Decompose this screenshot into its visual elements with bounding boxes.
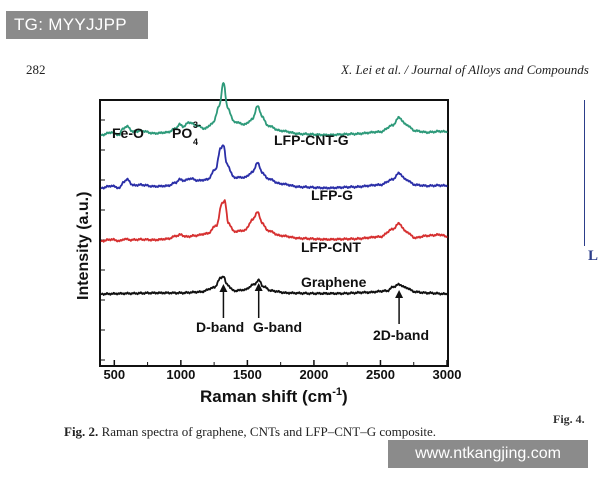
side-figure-label: Fig. 4. — [553, 412, 585, 426]
x-tick-label: 2000 — [299, 367, 328, 382]
series-line-lfp-cnt-g — [100, 82, 448, 137]
x-tick-label: 1500 — [233, 367, 262, 382]
y-axis-label: Intensity (a.u.) — [75, 192, 92, 300]
series-label-graphene: Graphene — [301, 274, 367, 290]
series-label-lfp-g: LFP-G — [311, 187, 353, 203]
annotation-d-band: D-band — [196, 319, 244, 335]
annotation-po4-sup: 3- — [193, 120, 201, 130]
page-number: 282 — [26, 62, 46, 77]
annotation-fe-o: Fe-O — [112, 125, 144, 141]
watermark-bottom: www.ntkangjing.com — [388, 440, 588, 468]
plot-frame — [99, 99, 449, 367]
watermark-top: TG: MYYJJPP — [6, 11, 148, 39]
running-head: X. Lei et al. / Journal of Alloys and Co… — [341, 62, 589, 77]
x-tick-label: 1000 — [166, 367, 195, 382]
annotation-g-band: G-band — [253, 319, 302, 335]
annotation-2d-band: 2D-band — [373, 327, 429, 343]
x-tick-label: 3000 — [433, 367, 462, 382]
figure-caption: Fig. 2. Raman spectra of graphene, CNTs … — [64, 424, 436, 440]
series-label-lfp-cnt: LFP-CNT — [301, 239, 361, 255]
x-axis-label: Raman shift (cm-1) — [200, 386, 348, 406]
caption-text: Raman spectra of graphene, CNTs and LFP–… — [98, 424, 437, 439]
annotation-po4-sub: 4 — [193, 137, 198, 147]
side-figure-letter: L — [588, 248, 599, 264]
arrow-d-band — [219, 284, 228, 318]
x-tick-label: 500 — [103, 367, 125, 382]
series-line-lfp-g — [100, 144, 448, 190]
arrow-g-band — [254, 283, 263, 318]
series-line-lfp-cnt — [100, 199, 448, 243]
annotation-po4: PO — [172, 125, 192, 141]
series-label-lfp-cnt-g: LFP-CNT-G — [274, 132, 349, 148]
series-line-graphene — [100, 275, 448, 296]
caption-label: Fig. 2. — [64, 424, 99, 439]
x-tick-label: 2500 — [366, 367, 395, 382]
side-figure-edge — [584, 100, 585, 246]
arrow-2d-band — [395, 290, 404, 324]
